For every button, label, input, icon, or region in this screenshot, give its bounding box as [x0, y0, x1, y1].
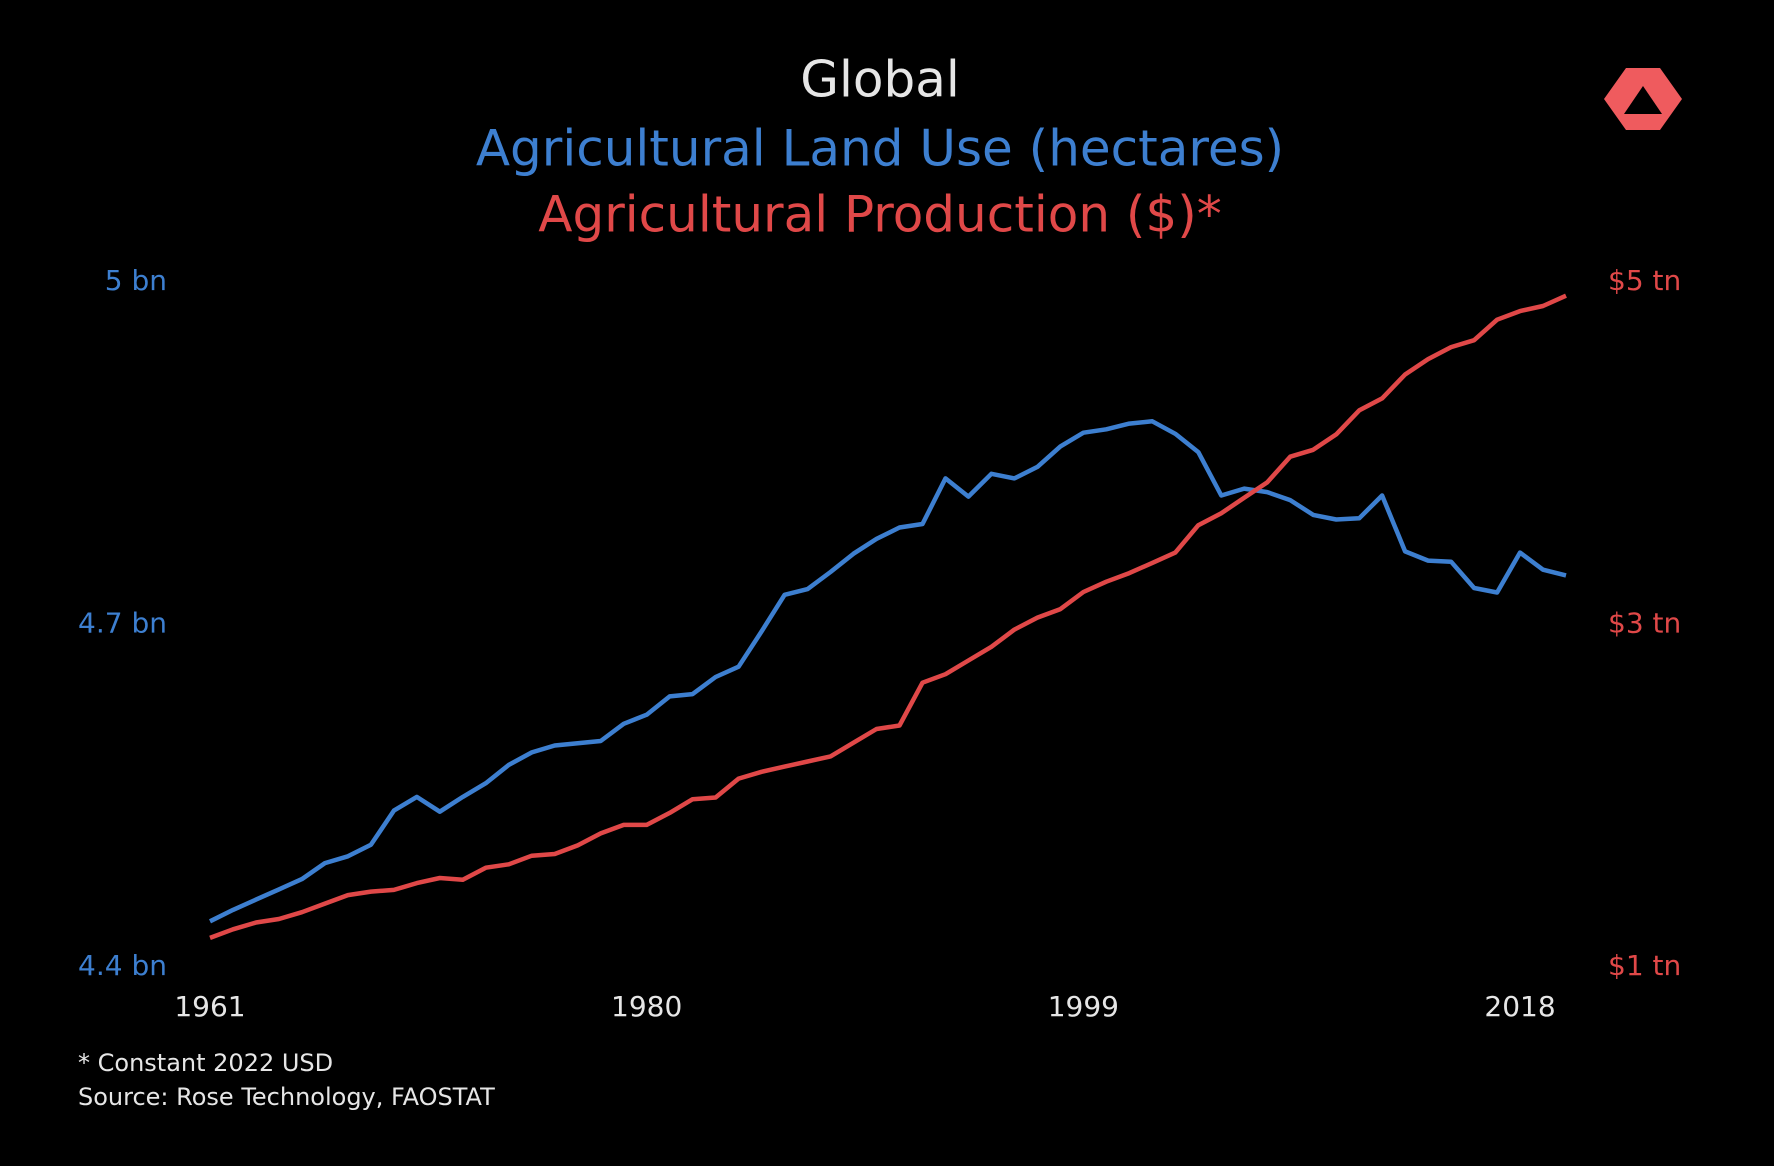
x-tick-label: 2018 — [1484, 990, 1555, 1023]
logo-cutout — [1624, 86, 1662, 114]
x-tick-label: 1961 — [174, 990, 245, 1023]
series-line — [209, 293, 1567, 941]
y2-tick-label: $5 tn — [1608, 264, 1681, 297]
chart-title: Global — [800, 51, 960, 109]
y2-tick-label: $1 tn — [1608, 949, 1681, 982]
x-tick-label: 1980 — [611, 990, 682, 1023]
y-tick-label: 5 bn — [105, 264, 167, 297]
footnote: * Constant 2022 USD — [78, 1049, 333, 1077]
series-title: Agricultural Production ($)* — [538, 186, 1221, 244]
logo — [1604, 68, 1682, 130]
series-line — [209, 419, 1567, 924]
series-title: Agricultural Land Use (hectares) — [476, 120, 1284, 178]
source: Source: Rose Technology, FAOSTAT — [78, 1083, 495, 1111]
x-tick-label: 1999 — [1048, 990, 1119, 1023]
y-tick-label: 4.4 bn — [78, 949, 167, 982]
y-tick-label: 4.7 bn — [78, 607, 167, 640]
y2-tick-label: $3 tn — [1608, 607, 1681, 640]
